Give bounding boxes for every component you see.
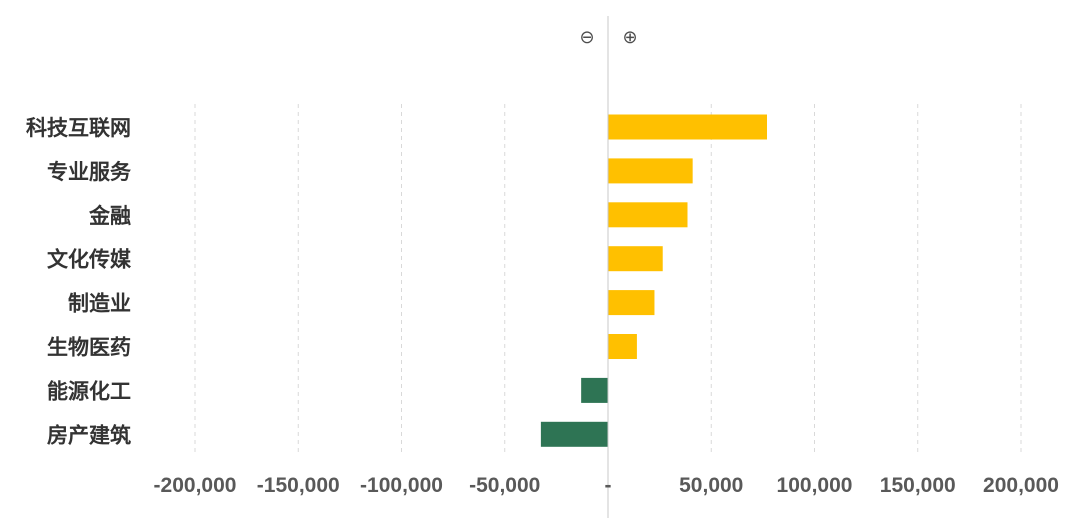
x-tick-label: -200,000 xyxy=(154,474,237,497)
bar-cat-5 xyxy=(608,334,637,359)
x-tick-label: 150,000 xyxy=(880,474,956,497)
category-label: 专业服务 xyxy=(47,160,132,184)
x-tick-label: - xyxy=(605,474,612,497)
x-tick-label: -50,000 xyxy=(469,474,540,497)
x-tick-label: -100,000 xyxy=(360,474,443,497)
category-label: 科技互联网 xyxy=(26,116,131,140)
x-tick-label: -150,000 xyxy=(257,474,340,497)
bar-cat-3 xyxy=(608,246,663,272)
bar-cat-6 xyxy=(581,377,608,403)
bar-cat-2 xyxy=(608,202,688,228)
x-tick-label: 100,000 xyxy=(777,474,853,497)
bar-cat-7 xyxy=(540,421,608,447)
x-tick-label: 200,000 xyxy=(983,474,1059,497)
bars xyxy=(540,114,768,447)
x-axis-tick-labels: -200,000 -150,000 -100,000 -50,000-50,000 10… xyxy=(154,474,1059,497)
category-label: 生物医药 xyxy=(47,336,131,360)
category-label: 文化传媒 xyxy=(47,248,132,272)
category-label: 金融 xyxy=(88,204,131,228)
positive-sign-icon: ⊕ xyxy=(622,27,637,48)
bar-cat-1 xyxy=(608,158,693,184)
category-label: 能源化工 xyxy=(47,379,131,403)
bar-cat-0 xyxy=(608,114,768,140)
category-label: 房产建筑 xyxy=(47,423,131,447)
category-label: 制造业 xyxy=(68,292,131,316)
x-tick-label: 50,000 xyxy=(679,474,743,497)
negative-sign-icon: ⊖ xyxy=(579,27,594,48)
bar-cat-4 xyxy=(608,290,655,316)
grid-lines xyxy=(194,104,1022,452)
